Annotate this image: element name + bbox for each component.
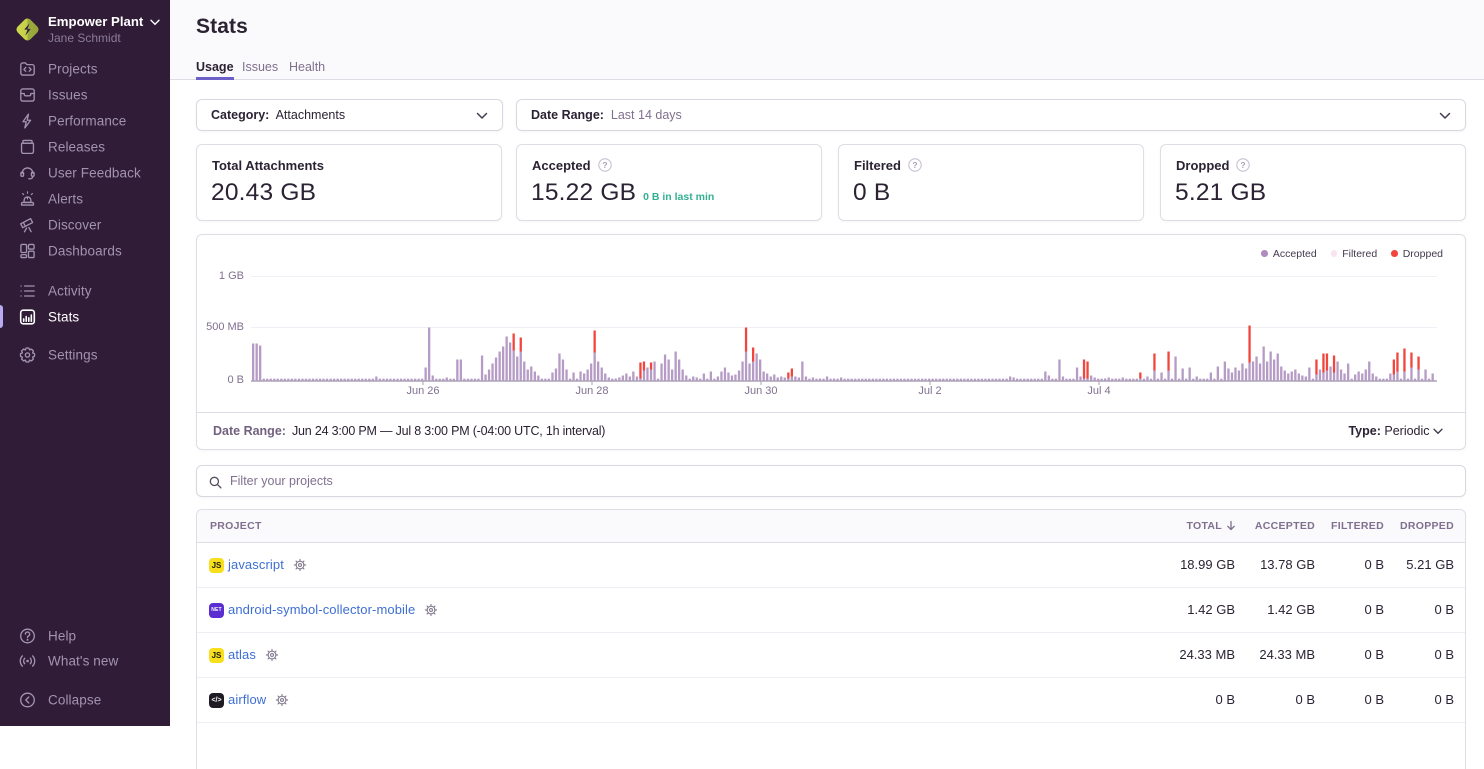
svg-text:?: ?	[912, 160, 917, 170]
svg-text:?: ?	[1241, 160, 1246, 170]
svg-text:?: ?	[602, 160, 607, 170]
